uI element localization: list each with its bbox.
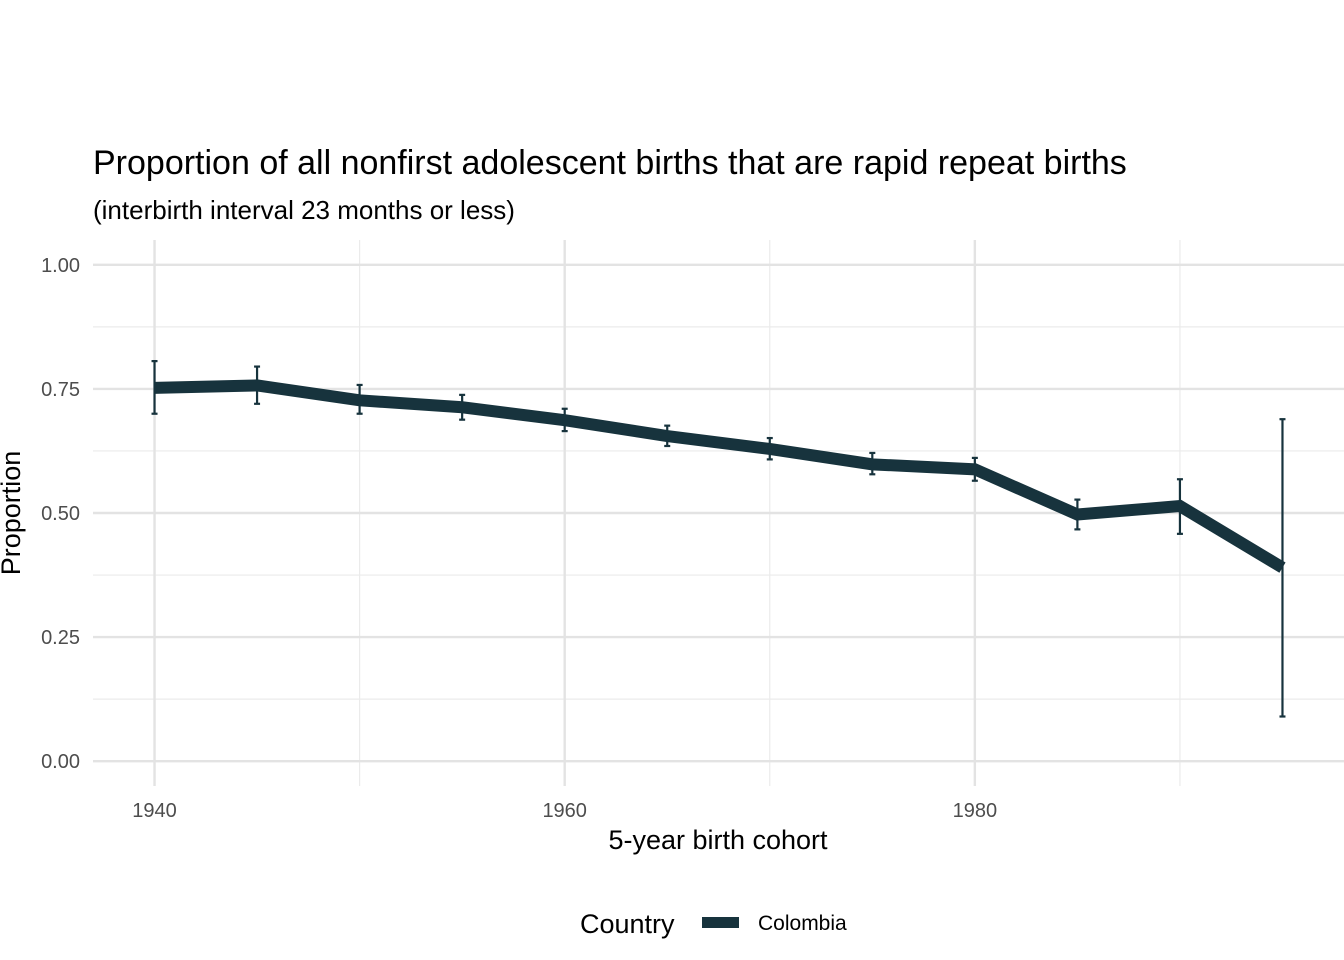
y-tick-label: 0.50 (41, 503, 80, 525)
y-tick-label: 1.00 (41, 255, 80, 277)
chart-subtitle: (interbirth interval 23 months or less) (93, 195, 515, 225)
x-tick-label: 1980 (953, 800, 998, 822)
y-axis-label: Proportion (0, 451, 26, 576)
x-axis-label: 5-year birth cohort (608, 825, 828, 855)
y-tick-label: 0.00 (41, 751, 80, 773)
series-line (154, 379, 1286, 573)
y-tick-label: 0.25 (41, 627, 80, 649)
y-tick-label: 0.75 (41, 379, 80, 401)
legend-label: Colombia (758, 912, 847, 935)
legend-swatch (702, 917, 739, 928)
x-tick-label: 1960 (542, 800, 587, 822)
legend: Country Colombia (580, 909, 847, 939)
x-tick-label: 1940 (132, 800, 177, 822)
legend-title: Country (580, 909, 675, 939)
chart-title: Proportion of all nonfirst adolescent bi… (93, 144, 1127, 182)
series-colombia (151, 360, 1286, 718)
